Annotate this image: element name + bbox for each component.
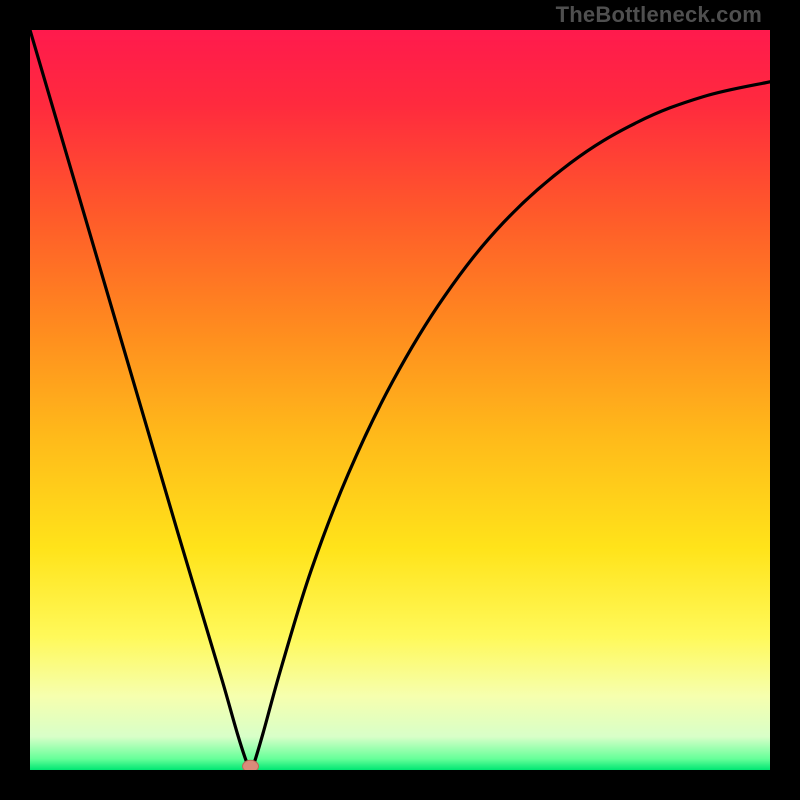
plot-svg [30, 30, 770, 770]
optimal-point-marker [243, 760, 259, 770]
bottleneck-curve [30, 30, 770, 769]
watermark-text: TheBottleneck.com [556, 2, 762, 28]
plot-frame [30, 30, 770, 770]
chart-stage: TheBottleneck.com [0, 0, 800, 800]
